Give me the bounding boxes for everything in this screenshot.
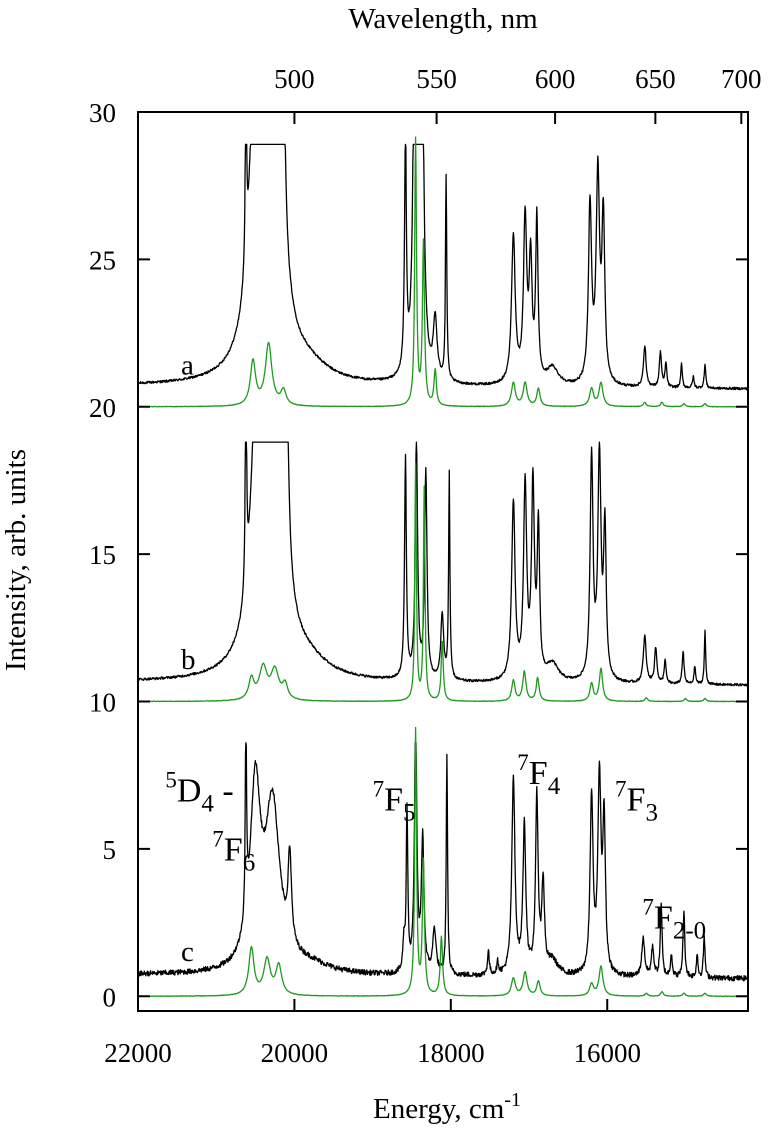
trace-label-c: c [181, 936, 194, 968]
top-tick-label-650: 650 [635, 64, 676, 94]
y-tick-label-15: 15 [89, 540, 116, 570]
y-tick-label-0: 0 [103, 982, 117, 1012]
spectrum-line-c-reference [137, 726, 749, 998]
transition-label-3: 7F4 [517, 750, 560, 800]
y-tick-label-25: 25 [89, 245, 116, 275]
tick-labels: 22000 20000 18000 16000 0 5 10 15 20 25 30 500 550 60… [89, 64, 762, 1068]
y-tick-label-10: 10 [89, 688, 116, 718]
transition-label-1: 7F6 [212, 827, 255, 877]
x-tick-label-18000: 18000 [417, 1038, 485, 1068]
transition-label-2: 7F5 [373, 777, 416, 827]
y-tick-label-30: 30 [89, 98, 116, 128]
transition-label-4: 7F3 [615, 777, 658, 827]
x-tick-label-16000: 16000 [573, 1038, 641, 1068]
top-axis-title: Wavelength, nm [348, 3, 538, 35]
axis-ticks [137, 111, 748, 1011]
top-tick-label-500: 500 [274, 64, 315, 94]
x-tick-label-22000: 22000 [104, 1038, 172, 1068]
x-axis-title: Energy, cm-1 [373, 1089, 521, 1125]
y-tick-label-5: 5 [103, 835, 117, 865]
y-axis-title: Intensity, arb. units [0, 449, 32, 671]
trace-labels: a b c [181, 349, 196, 968]
y-tick-label-20: 20 [89, 393, 116, 423]
top-tick-label-600: 600 [535, 64, 576, 94]
trace-label-b: b [181, 644, 196, 676]
x-axis-title-exponent: -1 [504, 1089, 521, 1111]
trace-label-a: a [181, 349, 194, 381]
transition-annotations: 5D4 - 7F6 7F5 7F4 7F3 7F2-0 [165, 750, 706, 944]
top-tick-label-550: 550 [416, 64, 457, 94]
top-tick-label-700: 700 [721, 64, 762, 94]
x-tick-label-20000: 20000 [261, 1038, 329, 1068]
spectra-traces [137, 136, 749, 998]
spectrum-line-b-reference [137, 462, 749, 703]
transition-label-0: 5D4 - [165, 768, 233, 818]
spectrum-line-a-measured [137, 143, 749, 391]
x-axis-title-text: Energy, cm [373, 1093, 505, 1125]
plot-frame [137, 111, 749, 1012]
spectrum-line-b-measured [137, 441, 749, 687]
transition-label-5: 7F2-0 [642, 894, 706, 944]
spectrum-line-a-reference [137, 136, 749, 408]
